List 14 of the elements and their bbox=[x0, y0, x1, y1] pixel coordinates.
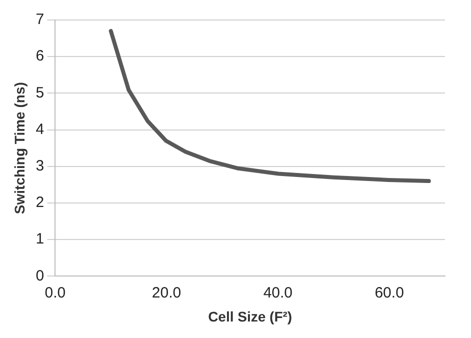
y-tick-label: 2 bbox=[36, 194, 44, 212]
y-axis-title: Switching Time (ns) bbox=[11, 82, 28, 214]
y-tick-label: 4 bbox=[36, 120, 44, 138]
y-tick-label: 6 bbox=[36, 48, 44, 65]
x-axis-title: Cell Size (F²) bbox=[208, 308, 292, 324]
x-tick-label: 20.0 bbox=[152, 284, 182, 302]
y-tick-label: 5 bbox=[36, 84, 44, 102]
y-tick-label: 7 bbox=[36, 11, 44, 28]
y-tick-label: 1 bbox=[36, 230, 44, 248]
y-tick-label: 3 bbox=[36, 158, 44, 175]
x-tick-label: 40.0 bbox=[263, 284, 293, 302]
x-tick-label: 0.0 bbox=[44, 284, 66, 302]
x-tick-label: 60.0 bbox=[374, 284, 404, 302]
y-tick-label: 0 bbox=[36, 267, 44, 284]
